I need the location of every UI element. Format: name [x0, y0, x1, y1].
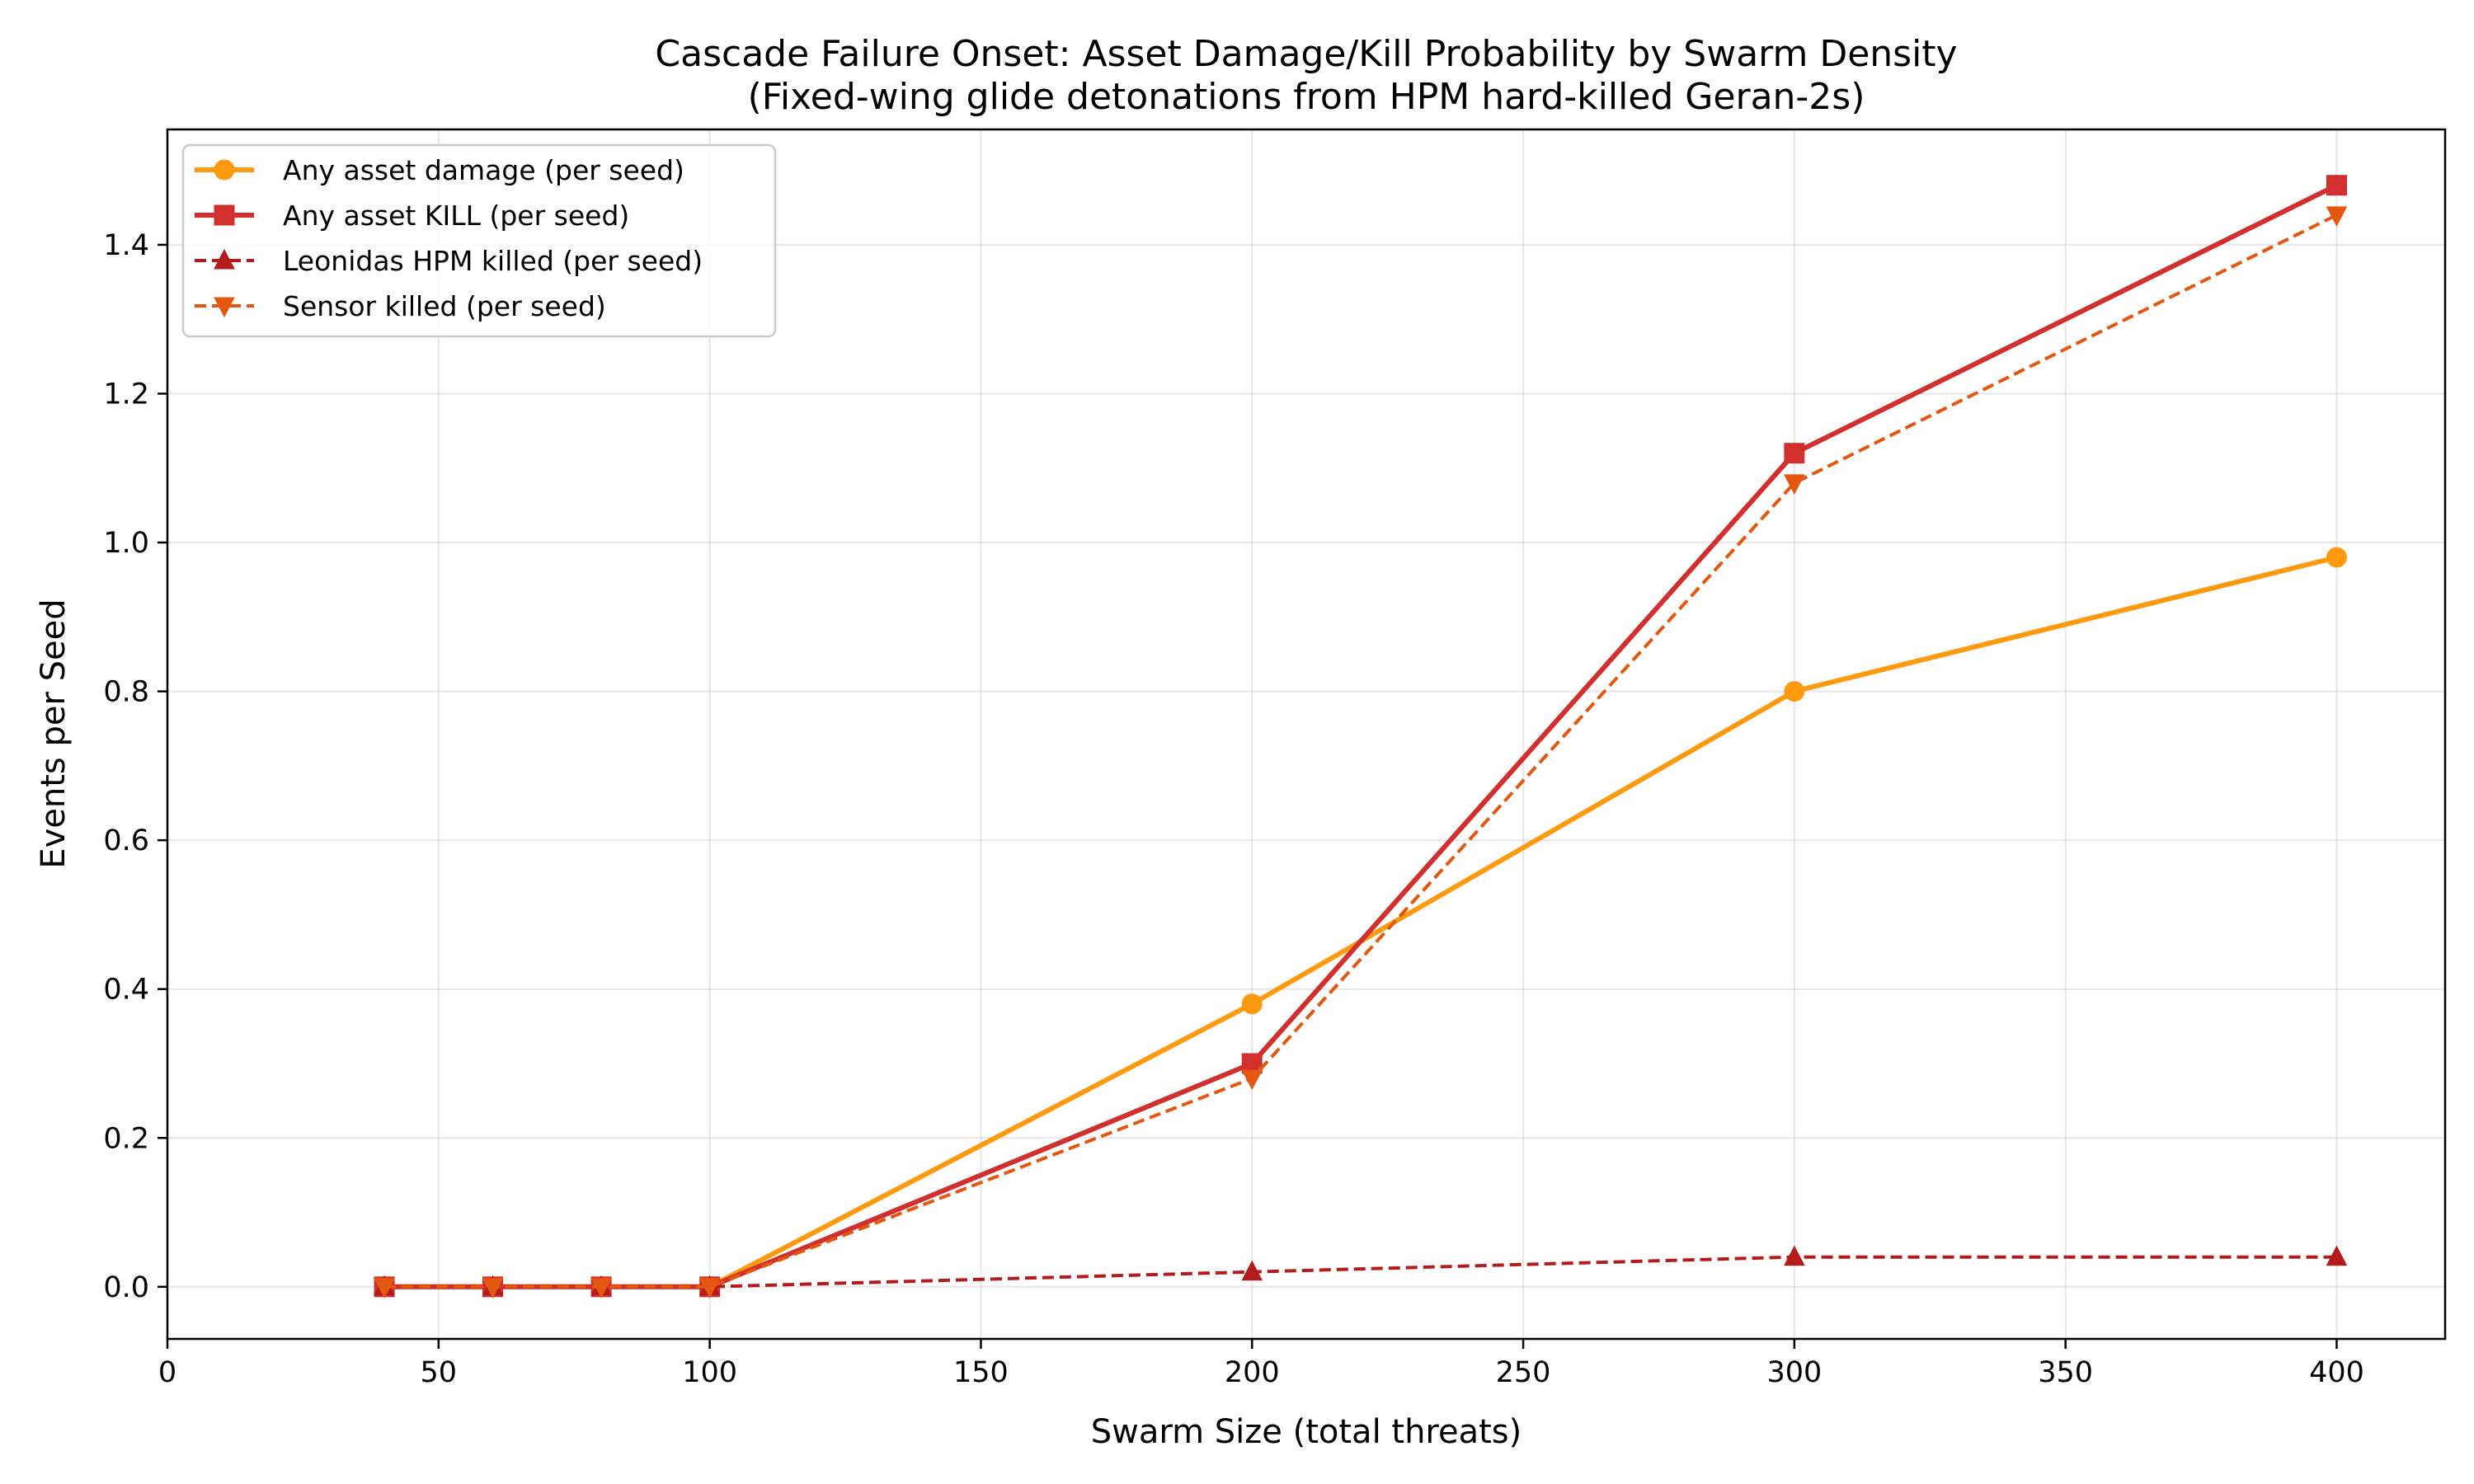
data-point — [1784, 1245, 1805, 1266]
legend-label: Leonidas HPM killed (per seed) — [283, 245, 703, 277]
legend-marker — [214, 297, 235, 318]
legend-marker — [214, 159, 235, 181]
data-point — [1241, 1069, 1263, 1091]
y-tick-label: 1.2 — [103, 378, 149, 411]
data-point — [2326, 547, 2347, 568]
legend-marker — [214, 248, 235, 270]
x-tick-label: 300 — [1766, 1356, 1822, 1389]
series-layer — [374, 175, 2348, 1298]
series-line — [384, 183, 2338, 1289]
legend-label: Any asset KILL (per seed) — [283, 200, 629, 232]
data-point — [374, 1278, 395, 1298]
legend-label: Sensor killed (per seed) — [283, 290, 606, 322]
series-line — [384, 555, 2338, 1289]
x-tick-label: 250 — [1496, 1356, 1551, 1389]
series-line — [384, 214, 2338, 1289]
legend-label: Any asset damage (per seed) — [283, 154, 684, 186]
y-tick-label: 0.0 — [103, 1271, 149, 1304]
grid-lines — [167, 129, 2445, 1339]
y-axis-ticks: 0.0 0.2 0.4 0.6 0.8 1.0 1.2 1.4 — [103, 229, 167, 1304]
data-point — [2326, 1245, 2348, 1266]
chart-title: Cascade Failure Onset: Asset Damage/Kill… — [655, 33, 1957, 75]
y-axis-label: Events per Seed — [35, 599, 73, 868]
legend: Any asset damage (per seed) Any asset KIL… — [181, 143, 777, 338]
y-tick-label: 0.8 — [103, 676, 149, 709]
x-tick-label: 350 — [2038, 1356, 2093, 1389]
x-axis-ticks: 0 50 100 150 200 250 300 350 400 — [158, 1339, 2364, 1389]
y-tick-label: 0.4 — [103, 974, 149, 1007]
y-tick-label: 0.2 — [103, 1122, 149, 1155]
plot-frame — [166, 128, 2447, 1341]
x-axis-label: Swarm Size (total threats) — [1091, 1413, 1522, 1451]
series-1 — [374, 175, 2347, 1298]
legend-entry: Any asset KILL (per seed) — [195, 200, 629, 232]
data-point — [1784, 681, 1805, 702]
data-point — [482, 1278, 504, 1298]
x-tick-label: 100 — [682, 1356, 737, 1389]
data-point — [1784, 474, 1805, 495]
legend-entry: Leonidas HPM killed (per seed) — [195, 245, 703, 277]
data-point — [2326, 175, 2347, 196]
y-tick-label: 1.0 — [103, 527, 149, 560]
series-3 — [374, 206, 2348, 1298]
data-point — [698, 1278, 721, 1298]
y-tick-label: 1.4 — [103, 229, 149, 262]
y-tick-label: 0.6 — [103, 824, 149, 857]
series-0 — [374, 547, 2347, 1298]
chart-subtitle: (Fixed-wing glide detonations from HPM h… — [748, 76, 1865, 118]
legend-entry: Any asset damage (per seed) — [195, 154, 684, 186]
data-point — [2326, 206, 2348, 227]
x-tick-label: 50 — [421, 1356, 458, 1389]
series-line — [384, 1255, 2337, 1289]
legend-marker — [214, 204, 235, 226]
legend-entry: Sensor killed (per seed) — [195, 290, 606, 322]
data-point — [590, 1278, 612, 1298]
x-tick-label: 200 — [1225, 1356, 1280, 1389]
x-tick-label: 150 — [953, 1356, 1009, 1389]
data-point — [1241, 993, 1263, 1015]
x-tick-label: 0 — [158, 1356, 176, 1389]
data-point — [1241, 1260, 1263, 1281]
data-point — [1784, 443, 1805, 464]
legend-frame — [181, 143, 777, 338]
x-tick-label: 400 — [2309, 1356, 2364, 1389]
